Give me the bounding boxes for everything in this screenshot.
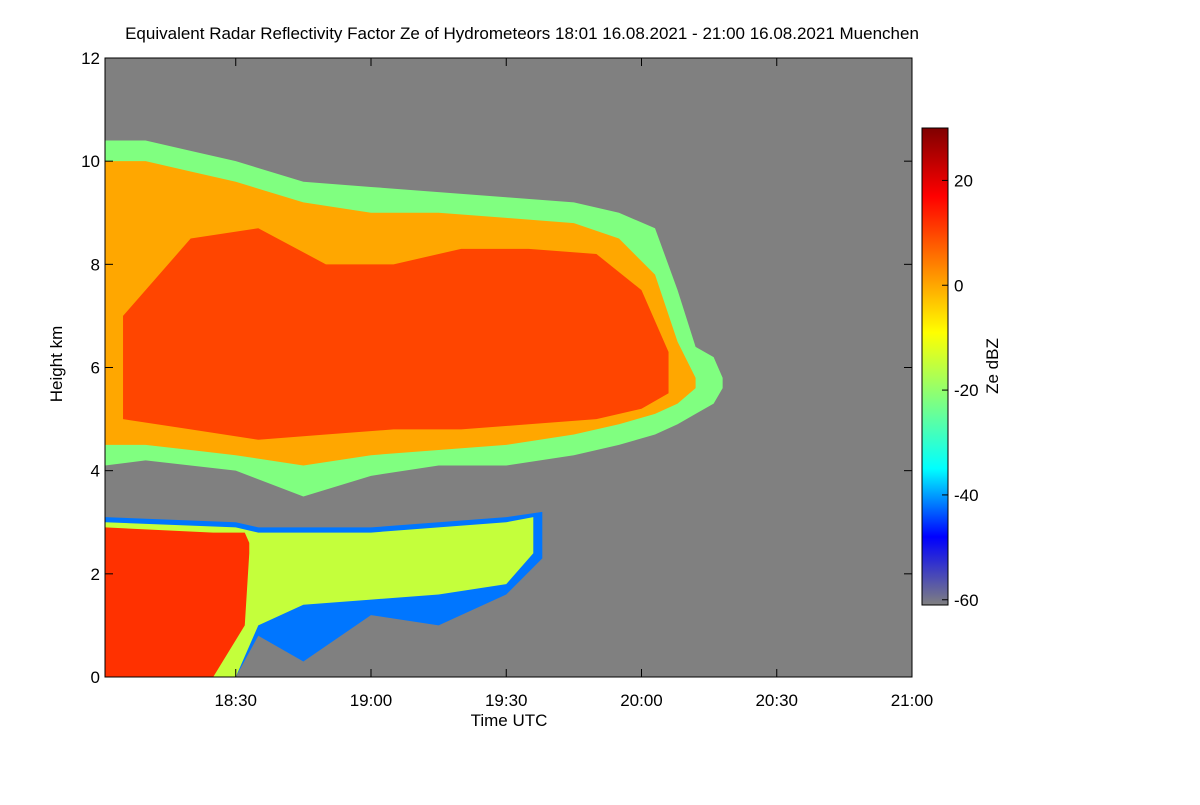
y-axis-label: Height km [47,326,66,403]
x-tick-label: 20:30 [755,691,798,710]
x-tick-label: 20:00 [620,691,663,710]
y-tick-label: 10 [81,152,100,171]
colorbar-tick-label: -60 [954,591,979,610]
colorbar-tick-label: 0 [954,276,963,295]
y-tick-label: 12 [81,49,100,68]
colorbar [921,127,949,606]
y-tick-label: 8 [91,255,100,274]
colorbar-label: Ze dBZ [983,338,1002,394]
colorbar-tick-label: 20 [954,171,973,190]
colorbar-tick-label: -20 [954,381,979,400]
y-tick-label: 2 [91,565,100,584]
y-tick-label: 4 [91,462,100,481]
x-tick-label: 21:00 [891,691,934,710]
x-tick-label: 18:30 [214,691,257,710]
x-tick-label: 19:00 [350,691,393,710]
x-axis-label: Time UTC [471,711,548,730]
chart-title: Equivalent Radar Reflectivity Factor Ze … [125,24,919,43]
echo-region [105,527,250,677]
echo-region [123,228,669,440]
y-tick-label: 6 [91,359,100,378]
x-tick-label: 19:30 [485,691,528,710]
y-tick-label: 0 [91,668,100,687]
colorbar-tick-label: -40 [954,486,979,505]
